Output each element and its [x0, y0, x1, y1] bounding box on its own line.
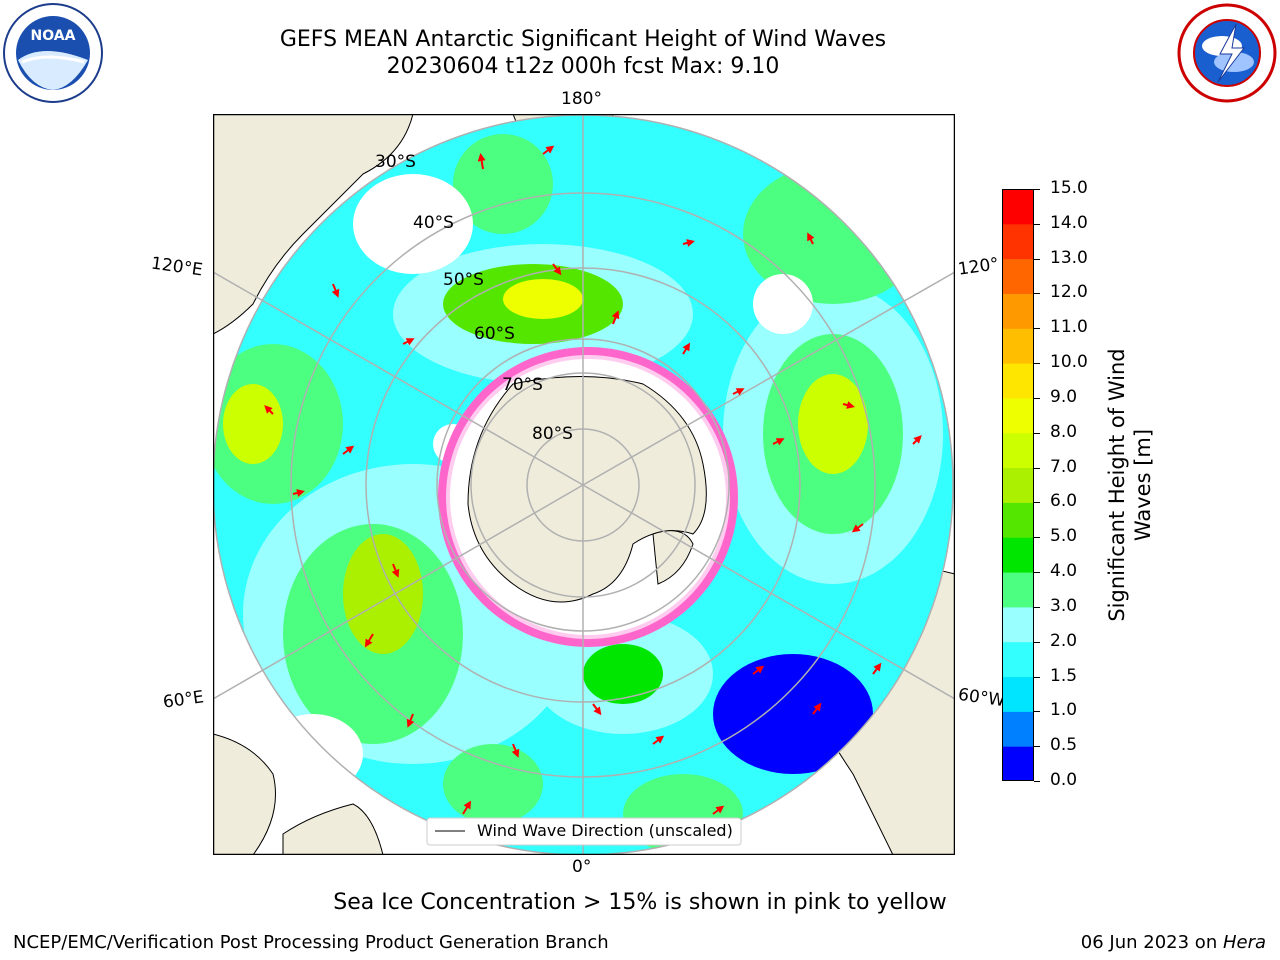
colorbar-cell: [1002, 502, 1034, 538]
colorbar-tick-label: 8.0: [1050, 421, 1078, 442]
colorbar-tick-label: 3.0: [1050, 595, 1078, 616]
colorbar: [1002, 189, 1034, 781]
map-legend-label: Wind Wave Direction (unscaled): [477, 821, 733, 840]
colorbar-cell: [1002, 676, 1034, 712]
lon-label-0: 0°: [572, 857, 592, 877]
footer-right: 06 Jun 2023 on Hera: [1081, 932, 1266, 953]
colorbar-tick-mark: [1034, 711, 1040, 713]
colorbar-tick-label: 7.0: [1050, 456, 1078, 477]
colorbar-tick-label: 11.0: [1050, 317, 1088, 338]
footer-host: Hera: [1222, 932, 1266, 953]
colorbar-tick-label: 4.0: [1050, 561, 1078, 582]
colorbar-cell: [1002, 467, 1034, 503]
noaa-logo: NOAA: [3, 3, 103, 103]
colorbar-cell: [1002, 711, 1034, 747]
colorbar-tick-label: 14.0: [1050, 212, 1088, 233]
polar-map: [213, 114, 955, 855]
graticule: [213, 114, 955, 855]
colorbar-tick-mark: [1034, 363, 1040, 365]
colorbar-tick-mark: [1034, 467, 1040, 469]
colorbar-tick-mark: [1034, 328, 1040, 330]
colorbar-tick-mark: [1034, 641, 1040, 643]
colorbar-cell: [1002, 397, 1034, 434]
colorbar-cell: [1002, 432, 1034, 469]
colorbar-ticks: 0.0 0.5 1.0 1.5 2.0 3.0 4.0 5.0 6.0 7.0 8.0 9.0 10.0…: [1034, 178, 1104, 791]
colorbar-tick-mark: [1034, 606, 1040, 608]
colorbar-tick-mark: [1034, 781, 1040, 782]
colorbar-tick-label: 10.0: [1050, 352, 1088, 373]
chart-subtitle: 20230604 t12z 000h fcst Max: 9.10: [386, 54, 780, 79]
footer-left: NCEP/EMC/Verification Post Processing Pr…: [13, 932, 609, 953]
colorbar-tick-mark: [1034, 223, 1040, 225]
colorbar-cell: [1002, 606, 1034, 643]
colorbar-tick-label: 2.0: [1050, 630, 1078, 651]
colorbar-tick-mark: [1034, 746, 1040, 748]
colorbar-cell: [1002, 537, 1034, 573]
sea-ice-note: Sea Ice Concentration > 15% is shown in …: [333, 890, 947, 915]
lon-label-180: 180°: [561, 89, 602, 109]
colorbar-cell: [1002, 293, 1034, 329]
colorbar-tick-mark: [1034, 537, 1040, 539]
lon-label-60e: 60°E: [161, 687, 206, 713]
colorbar-cells: [1002, 189, 1034, 781]
colorbar-cell: [1002, 363, 1034, 399]
colorbar-cell: [1002, 258, 1034, 294]
colorbar-tick-label: 12.0: [1050, 282, 1088, 303]
colorbar-tick-label: 0.5: [1050, 735, 1078, 756]
wind-vectors: [264, 145, 922, 815]
lon-label-120w: 120°: [956, 254, 1001, 280]
colorbar-tick-label: 6.0: [1050, 491, 1078, 512]
colorbar-tick-label: 1.5: [1050, 665, 1078, 686]
colorbar-cell: [1002, 746, 1034, 781]
colorbar-tick-mark: [1034, 676, 1040, 678]
colorbar-title-line1: Significant Height of Wind: [1105, 348, 1129, 622]
nws-logo: [1177, 3, 1277, 103]
map-legend: [426, 817, 742, 846]
colorbar-tick-mark: [1034, 258, 1040, 260]
colorbar-cell: [1002, 572, 1034, 608]
lat-label-60s: 60°S: [474, 324, 515, 344]
colorbar-tick-mark: [1034, 502, 1040, 504]
colorbar-cell: [1002, 223, 1034, 260]
colorbar-cell: [1002, 328, 1034, 364]
colorbar-tick-label: 15.0: [1050, 178, 1088, 198]
chart-title: GEFS MEAN Antarctic Significant Height o…: [279, 27, 887, 52]
colorbar-tick-mark: [1034, 189, 1040, 190]
colorbar-tick-mark: [1034, 397, 1040, 399]
colorbar-tick-label: 9.0: [1050, 386, 1078, 407]
colorbar-cell: [1002, 641, 1034, 678]
footer-date: 06 Jun 2023 on: [1080, 932, 1223, 953]
lat-label-30s: 30°S: [375, 152, 416, 172]
colorbar-tick-label: 13.0: [1050, 247, 1088, 268]
lon-label-120e: 120°E: [149, 253, 204, 281]
colorbar-tick-mark: [1034, 432, 1040, 434]
colorbar-tick-label: 1.0: [1050, 700, 1078, 721]
lon-label-60w: 60°W: [956, 684, 1007, 712]
noaa-logo-text: NOAA: [31, 28, 76, 44]
lat-label-50s: 50°S: [443, 270, 484, 290]
colorbar-cell: [1002, 189, 1034, 225]
colorbar-tick-label: 0.0: [1050, 770, 1078, 790]
lat-label-80s: 80°S: [532, 424, 573, 444]
lat-label-40s: 40°S: [413, 213, 454, 233]
colorbar-title-line2: Waves [m]: [1131, 428, 1155, 542]
colorbar-tick-mark: [1034, 572, 1040, 574]
colorbar-tick-mark: [1034, 293, 1040, 295]
lat-label-70s: 70°S: [502, 375, 543, 395]
colorbar-tick-label: 5.0: [1050, 526, 1078, 547]
